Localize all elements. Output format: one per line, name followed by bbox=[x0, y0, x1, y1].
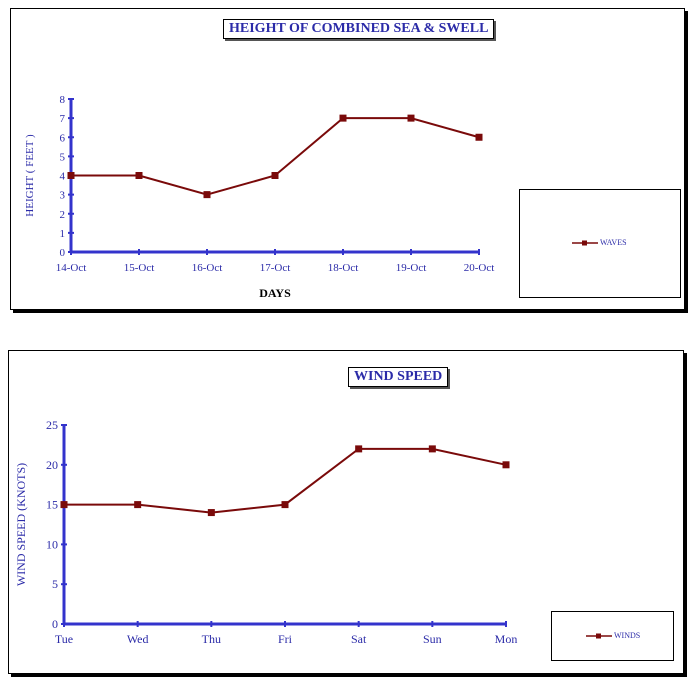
wave-y-tick-label: 5 bbox=[60, 151, 66, 163]
wind-x-tick-label: Thu bbox=[202, 632, 221, 646]
wave-data-point bbox=[67, 172, 75, 179]
wind-data-point bbox=[502, 461, 510, 469]
wind-x-tick-label: Sun bbox=[423, 632, 442, 646]
wind-y-tick-label: 20 bbox=[46, 458, 58, 472]
wave-y-tick-label: 7 bbox=[60, 113, 66, 125]
wave-y-tick-label: 8 bbox=[60, 94, 66, 106]
wind-speed-chart: 0 5 10 15 20 25 Tue Wed Thu Fri Sat Sun Mon WIND SPEE… bbox=[14, 418, 518, 646]
wave-data-point bbox=[475, 133, 483, 141]
wave-chart-legend: WAVES bbox=[519, 189, 681, 298]
legend-label-winds: WINDS bbox=[614, 631, 641, 640]
wave-series-line bbox=[71, 117, 480, 196]
wave-x-tick-label: 18-Oct bbox=[328, 262, 359, 274]
wave-y-tick-label: 1 bbox=[60, 228, 66, 240]
wave-x-tick-label: 16-Oct bbox=[192, 262, 223, 274]
wind-data-point bbox=[281, 501, 289, 509]
wave-x-tick-label: 15-Oct bbox=[124, 262, 155, 274]
legend-label-waves: WAVES bbox=[600, 238, 627, 247]
wind-y-tick-label: 5 bbox=[52, 577, 58, 591]
wave-y-tick-label: 6 bbox=[60, 132, 66, 144]
wave-x-tick-label: 20-Oct bbox=[464, 262, 495, 274]
wind-x-tick-label: Mon bbox=[495, 632, 518, 646]
wind-data-point bbox=[134, 501, 142, 509]
wind-x-tick-label: Wed bbox=[127, 632, 149, 646]
legend-line-marker-icon bbox=[572, 240, 598, 245]
wind-y-tick-label: 15 bbox=[46, 498, 58, 512]
wind-x-tick-label: Tue bbox=[55, 632, 73, 646]
wave-y-axis-label: HEIGHT ( FEET ) bbox=[24, 134, 36, 217]
wave-x-axis-label: DAYS bbox=[259, 286, 291, 300]
wave-y-tick-label: 2 bbox=[60, 209, 66, 221]
wind-speed-chart-panel: WIND SPEED 0 5 10 15 20 25 Tue Wed Thu Fri Sat Sun M… bbox=[8, 350, 684, 674]
wind-data-point bbox=[207, 509, 215, 517]
wind-y-tick-label: 0 bbox=[52, 617, 58, 631]
legend-entry-winds: WINDS bbox=[586, 631, 640, 640]
wave-x-tick-label: 17-Oct bbox=[260, 262, 291, 274]
wave-data-point bbox=[135, 172, 143, 179]
wind-x-tick-label: Sat bbox=[351, 632, 367, 646]
wind-y-axis-label: WIND SPEED (KNOTS) bbox=[14, 463, 28, 586]
wave-x-tick-label: 14-Oct bbox=[56, 262, 87, 274]
wave-y-tick-label: 0 bbox=[60, 247, 66, 259]
wave-y-tick-label: 3 bbox=[60, 190, 66, 202]
wave-data-point bbox=[407, 114, 415, 122]
wave-y-tick-label: 4 bbox=[60, 171, 66, 183]
legend-line-marker-icon bbox=[586, 633, 612, 638]
legend-entry-waves: WAVES bbox=[572, 238, 627, 247]
wave-height-chart: 0 1 2 3 4 5 6 7 8 14-Oct 15-Oct 16-Oct 17-Oct 18-Oct 1… bbox=[24, 94, 495, 300]
wind-data-point bbox=[428, 445, 436, 453]
wind-y-tick-label: 10 bbox=[46, 537, 58, 551]
wave-data-point bbox=[203, 191, 211, 199]
wave-chart-title: HEIGHT OF COMBINED SEA & SWELL bbox=[223, 19, 495, 39]
wave-data-point bbox=[339, 114, 347, 122]
wind-data-point bbox=[355, 445, 363, 453]
wind-data-point bbox=[60, 501, 68, 509]
wind-chart-title: WIND SPEED bbox=[348, 367, 449, 387]
wave-height-chart-panel: HEIGHT OF COMBINED SEA & SWELL 0 1 2 3 4 5 6 7 8… bbox=[10, 8, 685, 310]
wave-x-tick-label: 19-Oct bbox=[396, 262, 427, 274]
wave-data-point bbox=[271, 172, 279, 179]
wind-y-tick-label: 25 bbox=[46, 418, 58, 432]
wind-x-tick-label: Fri bbox=[278, 632, 293, 646]
wind-chart-legend: WINDS bbox=[551, 611, 674, 661]
